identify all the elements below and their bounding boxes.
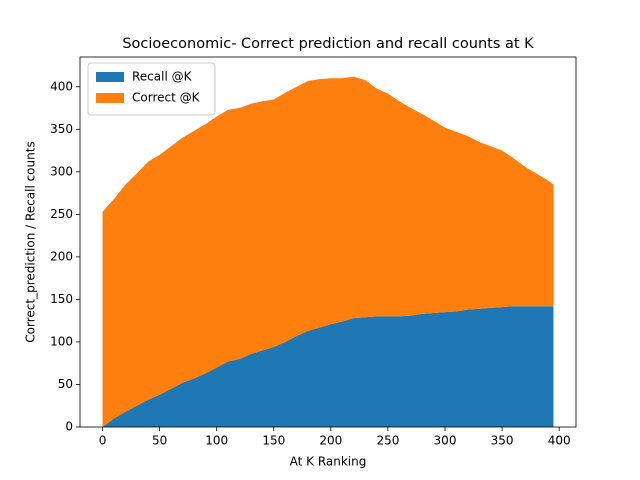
legend-swatch	[96, 72, 124, 82]
y-tick-label: 200	[50, 249, 73, 263]
area	[102, 76, 554, 427]
y-tick-label: 50	[58, 377, 73, 391]
y-tick-label: 350	[50, 122, 73, 136]
area	[102, 306, 554, 427]
x-tick-label: 400	[548, 434, 571, 448]
legend-swatch	[96, 93, 124, 103]
x-tick-label: 300	[434, 434, 457, 448]
y-tick-label: 250	[50, 207, 73, 221]
y-tick-label: 150	[50, 292, 73, 306]
x-tick-label: 350	[491, 434, 514, 448]
chart-title: Socioeconomic- Correct prediction and re…	[122, 36, 534, 52]
x-tick-label: 0	[99, 434, 107, 448]
legend-label: Correct @K	[132, 91, 201, 105]
legend: Recall @K Correct @K	[87, 62, 216, 116]
y-tick-label: 400	[50, 79, 73, 93]
x-tick-label: 50	[152, 434, 167, 448]
x-axis-label: At K Ranking	[290, 455, 367, 469]
axes-frame	[79, 56, 577, 428]
x-tick-label: 200	[319, 434, 342, 448]
x-tick-label: 150	[262, 434, 285, 448]
y-tick-label: 300	[50, 164, 73, 178]
x-tick-label: 250	[376, 434, 399, 448]
y-tick-label: 100	[50, 334, 73, 348]
y-axis-label: Correct_prediction / Recall counts	[24, 141, 38, 342]
x-tick-label: 100	[205, 434, 228, 448]
legend-label: Recall @K	[132, 70, 193, 84]
y-tick-label: 0	[65, 420, 73, 434]
